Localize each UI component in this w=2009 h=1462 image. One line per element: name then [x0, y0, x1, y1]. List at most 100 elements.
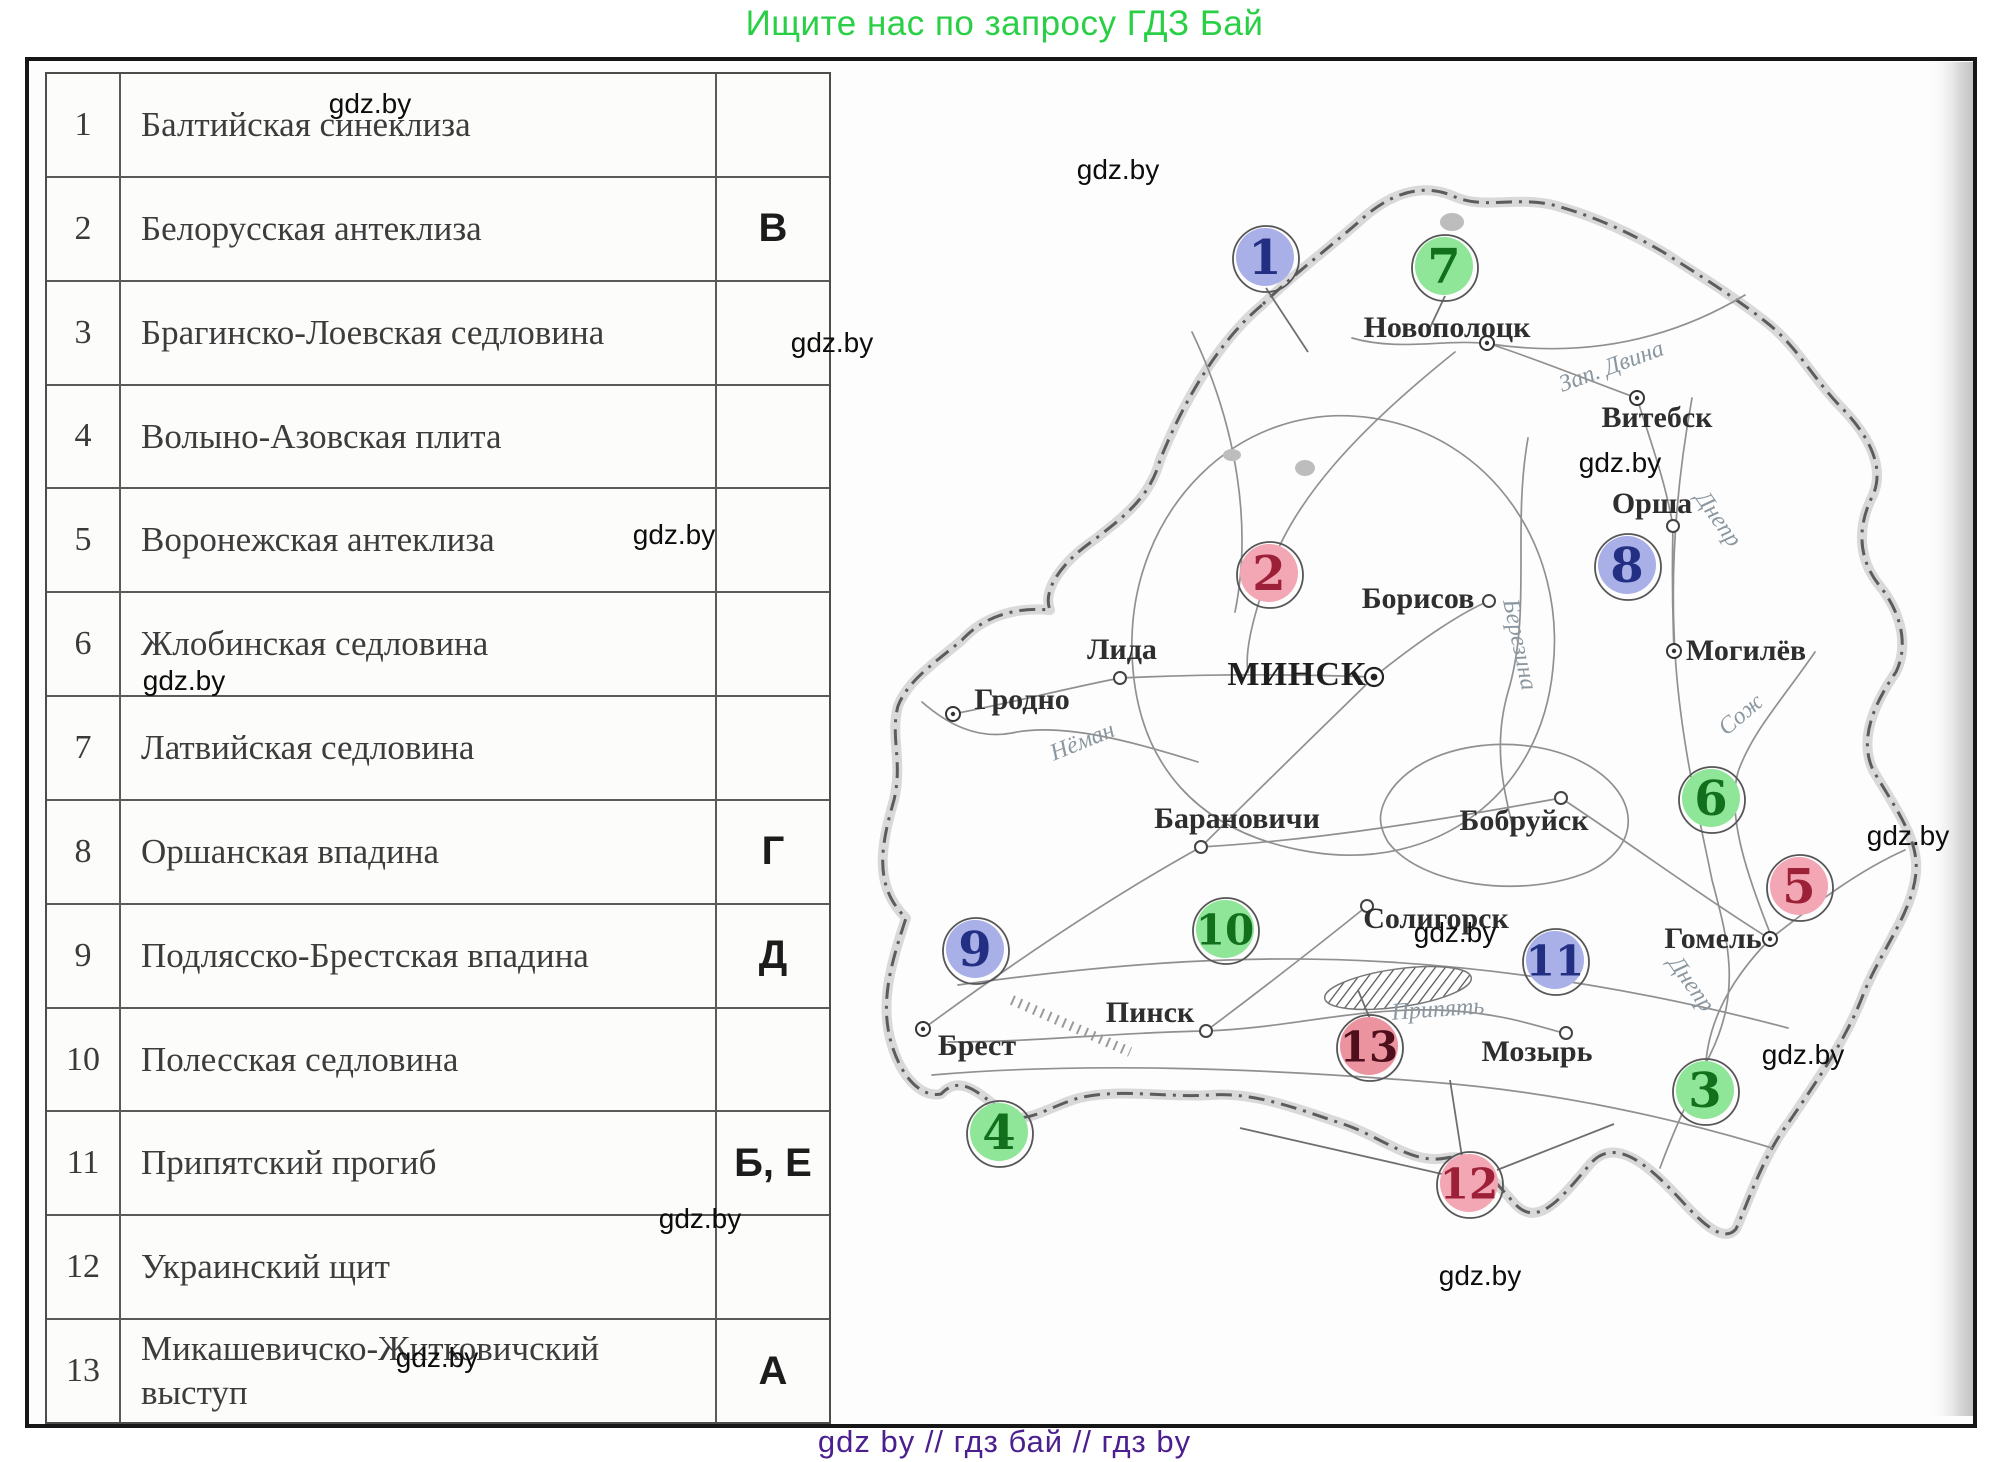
river-label: Днепр [1689, 485, 1747, 552]
row-number: 10 [47, 1008, 121, 1111]
marker-fill [1440, 1154, 1498, 1212]
marker-ring [1766, 854, 1834, 922]
table-row: 5 Воронежская антеклиза [47, 487, 829, 592]
river-label: Днепр [1662, 950, 1720, 1017]
gdz-watermark: gdz.by [395, 1342, 479, 1373]
answer-letter: В [758, 206, 788, 251]
city-dot [1666, 519, 1680, 533]
structure-name: Припятский прогиб [121, 1112, 717, 1215]
city-label: Пинск [1106, 996, 1195, 1029]
row-number: 4 [47, 385, 121, 488]
map-lines [921, 294, 1906, 1169]
marker-ring [1594, 533, 1662, 601]
city-marker: Новополоцк [1364, 311, 1532, 351]
row-number: 5 [47, 489, 121, 592]
belarus-border [877, 185, 1922, 1239]
marker-fill [1598, 536, 1656, 594]
map-marker-7: 7 [1411, 234, 1479, 302]
city-marker: Борисов [1362, 582, 1496, 615]
map-marker-8: 8 [1594, 533, 1662, 601]
gdz-watermark: gdz.by [790, 327, 874, 358]
brest-hatch-band [1009, 995, 1133, 1057]
city-label: Гомель [1664, 922, 1761, 955]
river-label: Нёман [1045, 717, 1118, 767]
city-label: Орша [1612, 487, 1692, 520]
marker-fill [1415, 237, 1473, 295]
marker-number: 7 [1427, 239, 1460, 295]
page-edge-shadow [1928, 62, 1973, 1416]
table-row: 8 Оршанская впадина Г [47, 798, 829, 903]
table-row: 3 Брагинско-Лоевская седловина [47, 279, 829, 384]
table-row: 12 Украинский щит [47, 1214, 829, 1319]
bobruisk-oval [1379, 743, 1629, 888]
city-dot-center [1634, 395, 1640, 401]
row-number: 8 [47, 800, 121, 903]
city-marker: Барановичи [1154, 802, 1320, 854]
marker-ring [1672, 1058, 1740, 1126]
city-dot-center [1767, 936, 1773, 942]
table-row: 13 Микашевичско-Житковичский выступ А [47, 1318, 829, 1422]
city-dot-center [950, 711, 956, 717]
marker-fill [1676, 1061, 1734, 1119]
city-label: Борисов [1362, 582, 1475, 615]
city-label: МИНСК [1227, 656, 1366, 693]
marker-number: 6 [1694, 771, 1727, 827]
river-sozh [1733, 651, 1816, 939]
city-marker: Гомель [1664, 922, 1778, 955]
structure-name: Украинский щит [121, 1216, 717, 1319]
table-row: 7 Латвийская седловина [47, 695, 829, 799]
gdz-watermark: gdz.by [1438, 1260, 1522, 1291]
structure-name: Полесская седловина [121, 1008, 717, 1111]
structure-name: Волыно-Азовская плита [121, 385, 717, 488]
city-dot [1360, 899, 1374, 913]
marker-number: 10 [1196, 906, 1254, 955]
marker-number: 4 [982, 1105, 1015, 1161]
row-number: 2 [47, 177, 121, 280]
city-marker: Гродно [945, 683, 1070, 722]
table-row: 11 Припятский прогиб Б, Е [47, 1110, 829, 1215]
marker-fill [1240, 544, 1298, 602]
city-label: Бобруйск [1459, 804, 1589, 837]
city-label: Новополоцк [1364, 311, 1532, 344]
row-number: 6 [47, 593, 121, 696]
marker-number: 3 [1688, 1063, 1721, 1119]
city-dot [1194, 840, 1208, 854]
lakes [1223, 213, 1464, 476]
marker-ring [942, 917, 1010, 985]
city-label: Брест [938, 1029, 1017, 1062]
row-number: 9 [47, 904, 121, 1007]
marker-ring [1411, 234, 1479, 302]
marker-number: 1 [1248, 230, 1281, 286]
gdz-watermark: gdz.by [1866, 820, 1950, 851]
row-number: 11 [47, 1112, 121, 1215]
city-label: Барановичи [1154, 802, 1320, 835]
river-neman [921, 701, 1199, 763]
city-marker: Брест [915, 1021, 1017, 1062]
map-marker-2: 2 [1236, 541, 1304, 609]
structure-name: Микашевичско-Житковичский выступ [121, 1320, 717, 1422]
marker-fill [970, 1103, 1028, 1161]
river-berezina [1499, 437, 1529, 826]
marker-fill [1770, 857, 1828, 915]
city-label: Гродно [974, 683, 1069, 716]
marker-ring [1232, 225, 1300, 293]
river-label: Березина [1497, 596, 1542, 693]
marker-fill [946, 920, 1004, 978]
city-dot-center [920, 1026, 926, 1032]
row-number: 12 [47, 1216, 121, 1319]
map-marker-9: 9 [942, 917, 1010, 985]
city-dot [1113, 671, 1127, 685]
marker-number: 2 [1252, 546, 1285, 602]
row-number: 13 [47, 1320, 121, 1422]
map-marker-11: 11 [1522, 928, 1590, 996]
page-footer: gdz by // гдз бай // гдз by [817, 1424, 1192, 1459]
marker-ring [1436, 1151, 1504, 1219]
marker-ring [1236, 541, 1304, 609]
city-marker: Мозырь [1482, 1026, 1593, 1068]
map-marker-5: 5 [1766, 854, 1834, 922]
map-marker-3: 3 [1672, 1058, 1740, 1126]
city-marker: Могилёв [1666, 634, 1806, 667]
map-marker-12: 12 [1436, 1151, 1504, 1219]
